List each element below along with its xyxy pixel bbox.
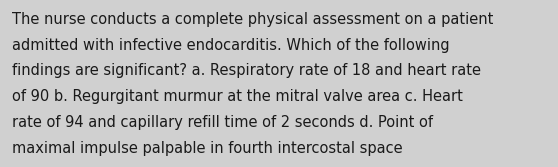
Text: The nurse conducts a complete physical assessment on a patient: The nurse conducts a complete physical a… [12,12,494,27]
Text: rate of 94 and capillary refill time of 2 seconds d. Point of: rate of 94 and capillary refill time of … [12,115,433,130]
Text: findings are significant? a. Respiratory rate of 18 and heart rate: findings are significant? a. Respiratory… [12,63,482,78]
Text: maximal impulse palpable in fourth intercostal space: maximal impulse palpable in fourth inter… [12,141,403,156]
Text: of 90 b. Regurgitant murmur at the mitral valve area c. Heart: of 90 b. Regurgitant murmur at the mitra… [12,89,463,104]
Text: admitted with infective endocarditis. Which of the following: admitted with infective endocarditis. Wh… [12,38,450,53]
